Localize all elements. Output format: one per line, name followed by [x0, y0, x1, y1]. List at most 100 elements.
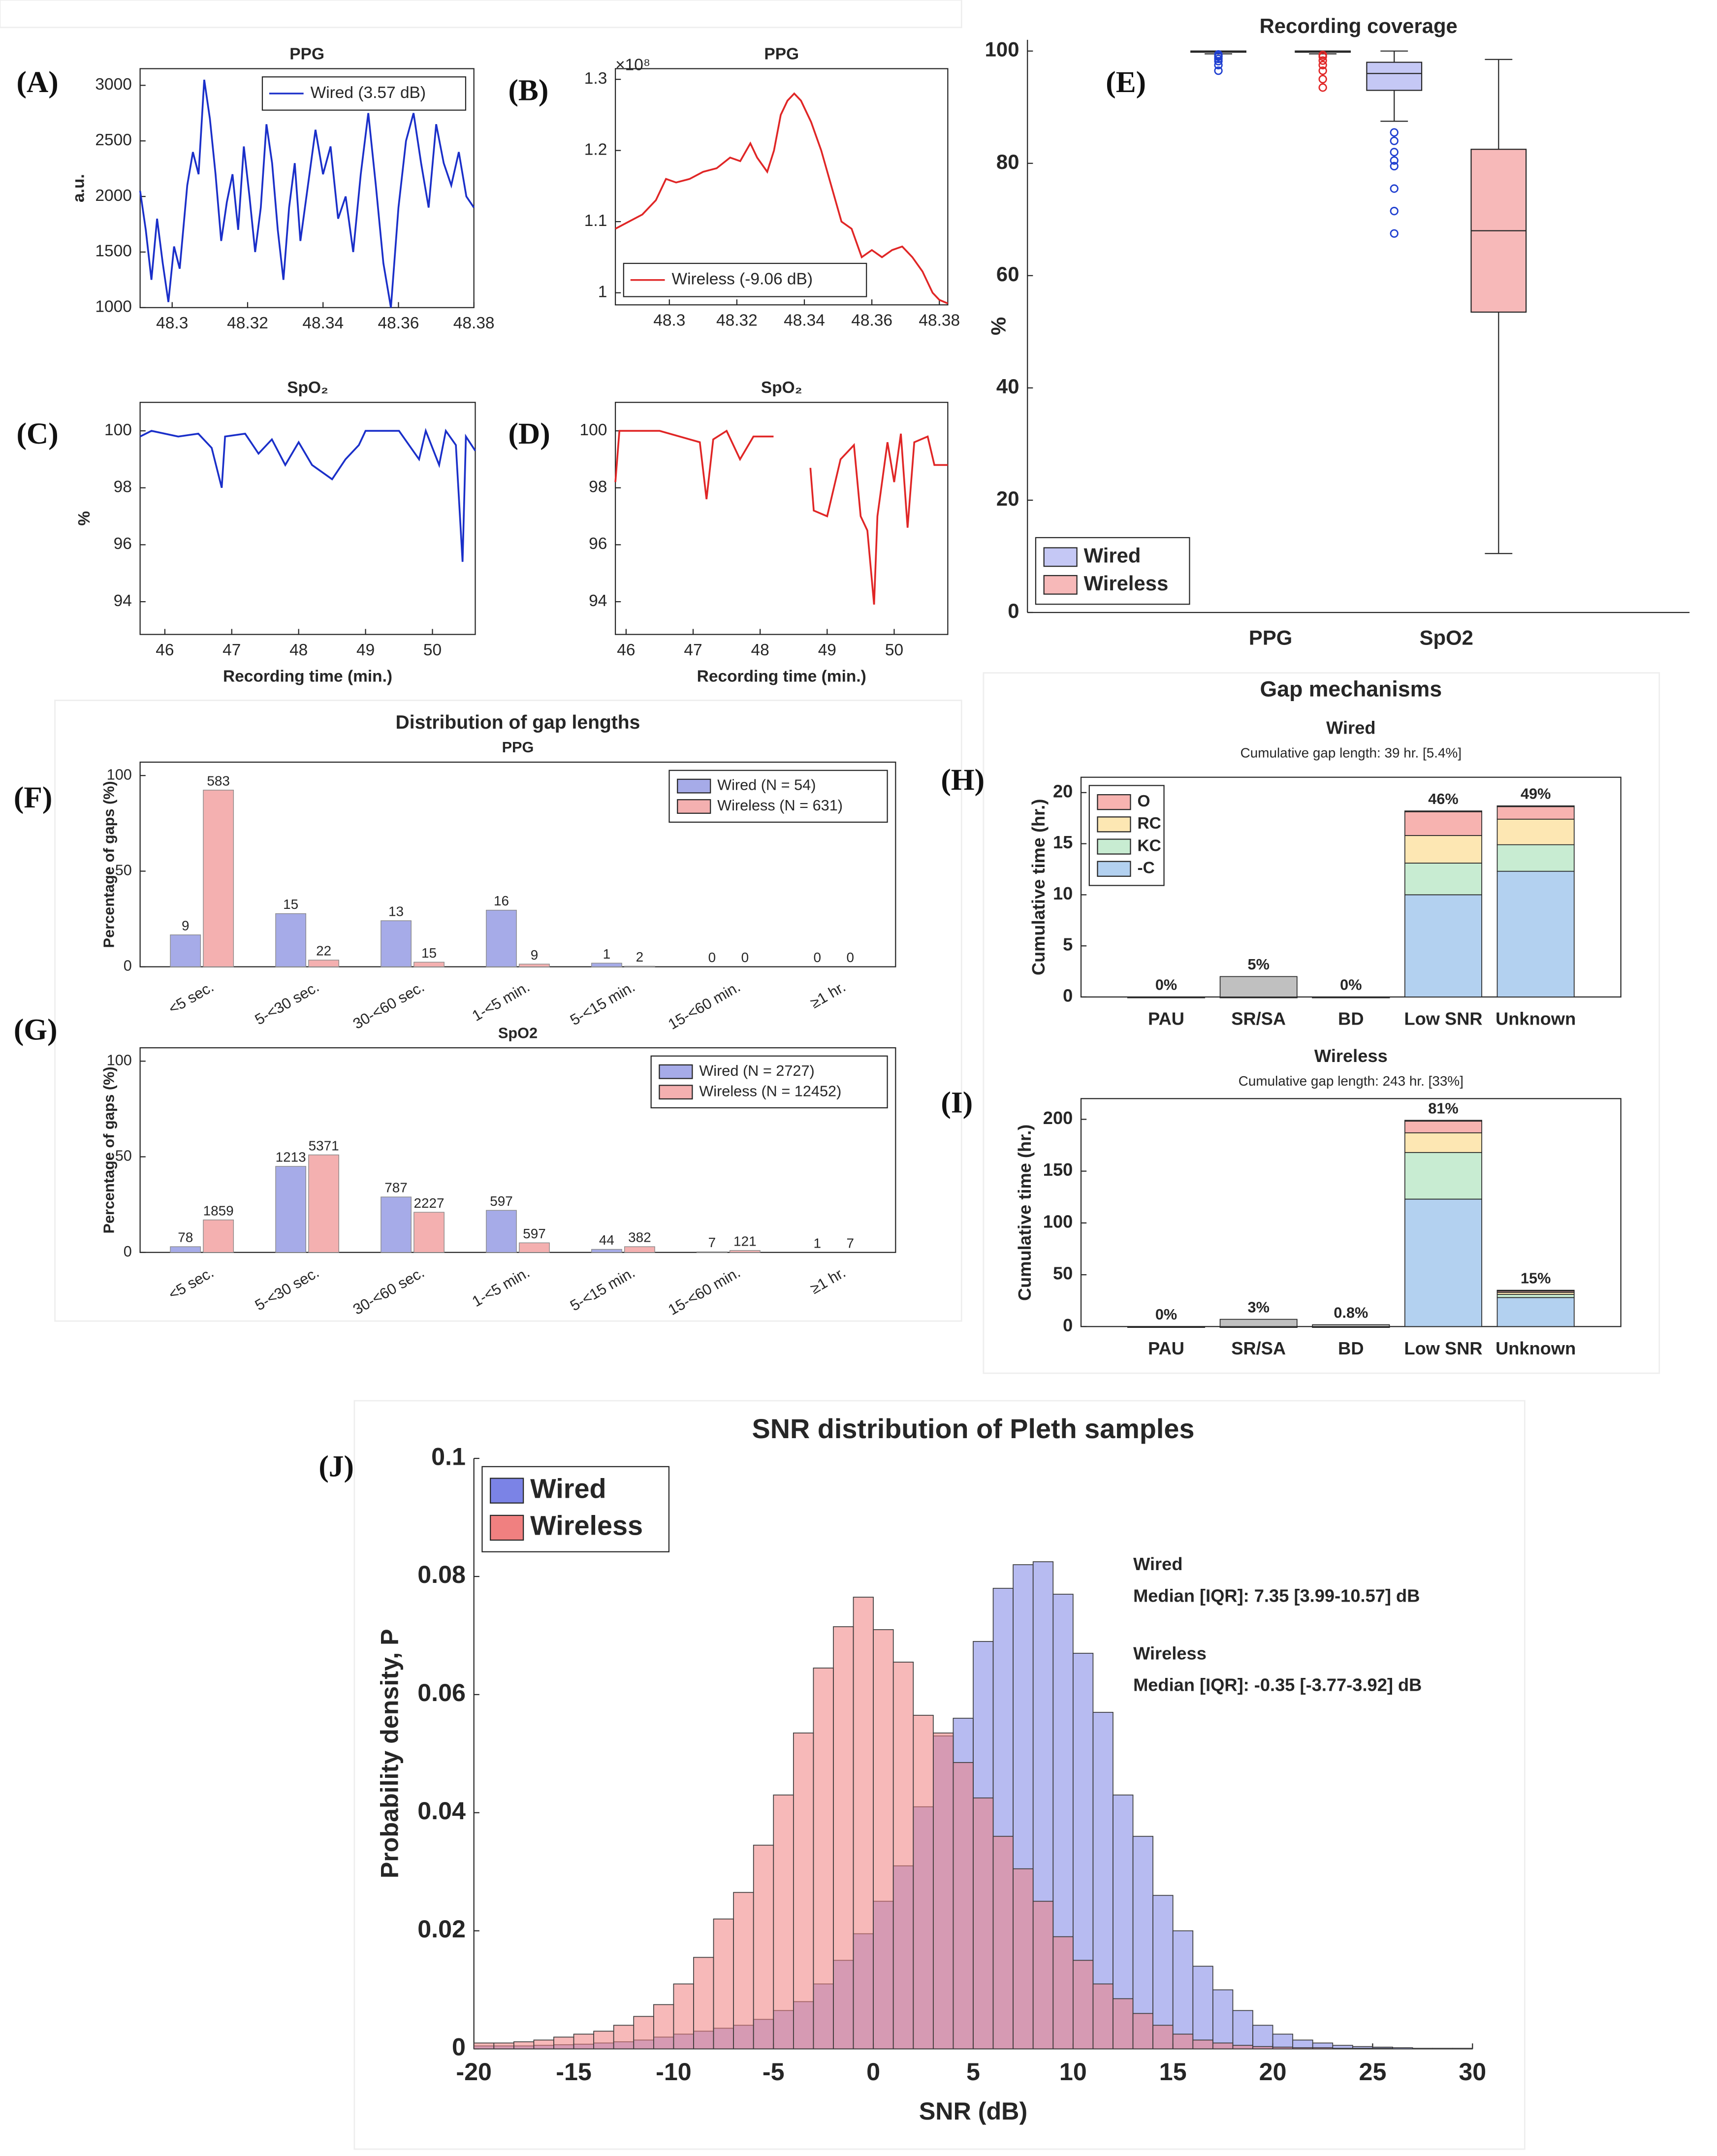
- count-label: 9: [531, 947, 539, 963]
- histogram-bar: [1152, 2025, 1174, 2050]
- legend-label: Wireless: [530, 1510, 643, 1541]
- bar-label: 49%: [1521, 785, 1551, 803]
- histogram-bar: [613, 2025, 635, 2050]
- x-tick-label: SR/SA: [1231, 1338, 1286, 1358]
- chart-title: PPG: [764, 45, 799, 63]
- count-label: 13: [388, 904, 404, 919]
- x-tick-label: -20: [456, 2058, 492, 2086]
- y-tick-label: 0.02: [417, 1915, 466, 1943]
- x-tick-label: BD: [1338, 1009, 1364, 1029]
- histogram-bar: [653, 2004, 674, 2050]
- bar-segment: [1404, 1120, 1482, 1133]
- x-tick-label: 15: [1159, 2058, 1187, 2086]
- legend-swatch: [1097, 861, 1131, 877]
- panel-label: (A): [16, 65, 58, 99]
- x-tick-label: 48.34: [302, 314, 344, 332]
- bar-segment: [1496, 805, 1575, 820]
- y-tick-label: 94: [589, 592, 607, 610]
- outlier: [1390, 229, 1399, 238]
- x-tick-label: 48.38: [919, 312, 960, 330]
- box: [1366, 62, 1423, 91]
- legend-swatch: [659, 1085, 693, 1100]
- y-tick-label: 100: [107, 766, 132, 783]
- y-tick-label: 98: [114, 478, 132, 496]
- x-tick-label: 47: [223, 641, 241, 659]
- x-tick-label: -5: [763, 2058, 785, 2086]
- x-tick-label: 48.32: [716, 312, 758, 330]
- bar-segment: [1404, 835, 1482, 864]
- count-label: 1: [814, 1235, 822, 1251]
- x-axis-label: Recording time (min.): [223, 667, 392, 685]
- y-tick-label: 0: [1063, 986, 1073, 1006]
- x-tick-label: BD: [1338, 1338, 1364, 1358]
- bar: [203, 1219, 234, 1253]
- histogram-bar: [473, 2042, 495, 2050]
- histogram-bar: [933, 1732, 954, 2050]
- count-label: 597: [523, 1226, 546, 1241]
- histogram-bar: [992, 1835, 1014, 2050]
- panel-label: (E): [1106, 65, 1146, 99]
- legend-label: Wired (3.57 dB): [311, 84, 426, 102]
- legend-label: Wired (N = 54): [717, 776, 816, 794]
- histogram-bar: [1172, 2033, 1194, 2050]
- bar: [170, 1246, 201, 1253]
- histogram-bar: [493, 2042, 514, 2050]
- legend-swatch: [1097, 838, 1131, 855]
- panel-frame: [353, 1400, 1526, 2150]
- panel-label: (B): [508, 74, 548, 107]
- x-tick-label: PAU: [1148, 1338, 1184, 1358]
- y-tick-label: 0: [124, 957, 132, 974]
- legend-label: RC: [1137, 814, 1161, 833]
- outlier: [1390, 148, 1399, 157]
- histogram-bar: [1192, 1965, 1213, 2050]
- bar-segment: [1127, 1326, 1206, 1328]
- bar: [275, 913, 307, 967]
- bar-label: 3%: [1248, 1298, 1270, 1316]
- outlier: [1214, 61, 1223, 69]
- outlier: [1390, 128, 1399, 137]
- legend-swatch: [1043, 575, 1078, 595]
- histogram-bar: [873, 1629, 894, 2050]
- bar: [413, 1212, 445, 1253]
- y-tick-label: 2000: [95, 187, 131, 205]
- legend-label: O: [1137, 792, 1150, 810]
- bar: [381, 920, 412, 967]
- bar-label: 46%: [1428, 790, 1458, 807]
- x-tick-label: 20: [1259, 2058, 1287, 2086]
- x-tick-label: 50: [423, 641, 442, 659]
- outlier: [1318, 61, 1327, 69]
- x-tick-label: 48.32: [227, 314, 268, 332]
- chart-title: Wired: [1326, 718, 1375, 738]
- count-label: 0: [741, 950, 749, 965]
- axes-box: [139, 761, 896, 967]
- y-axis-label: Probability density, P: [376, 1629, 404, 1878]
- annotation: Wired: [1133, 1554, 1182, 1574]
- histogram-bar: [1272, 2033, 1293, 2050]
- y-exponent: ×10⁸: [615, 56, 650, 74]
- y-tick-label: 98: [589, 478, 607, 496]
- histogram-bar: [693, 1957, 714, 2050]
- histogram-bar: [533, 2039, 554, 2050]
- y-tick-label: 1.1: [584, 212, 607, 230]
- legend-label: Wireless: [1084, 572, 1169, 595]
- chart-title: SpO₂: [761, 379, 802, 397]
- panel-label: (F): [14, 781, 52, 814]
- legend-label: -C: [1137, 859, 1154, 877]
- bar-segment: [1404, 1152, 1482, 1200]
- chart-subtitle: Cumulative gap length: 243 hr. [33%]: [1239, 1073, 1463, 1089]
- chart-title: SNR distribution of Pleth samples: [752, 1413, 1195, 1444]
- panel-label: (G): [14, 1013, 58, 1047]
- panel-frame: [54, 700, 962, 1322]
- count-label: 0: [814, 950, 822, 965]
- bar: [696, 1251, 728, 1253]
- y-tick-label: 15: [1053, 832, 1073, 852]
- line-series: [139, 427, 476, 562]
- outlier: [1318, 51, 1327, 60]
- y-axis-label: %: [75, 511, 94, 526]
- histogram-bar: [773, 1794, 794, 2050]
- y-tick-label: 0: [1063, 1315, 1073, 1335]
- count-label: 44: [599, 1232, 614, 1248]
- y-tick-label: 5: [1063, 934, 1073, 955]
- x-axis-label: SNR (dB): [919, 2097, 1027, 2125]
- panel-frame: [0, 0, 962, 29]
